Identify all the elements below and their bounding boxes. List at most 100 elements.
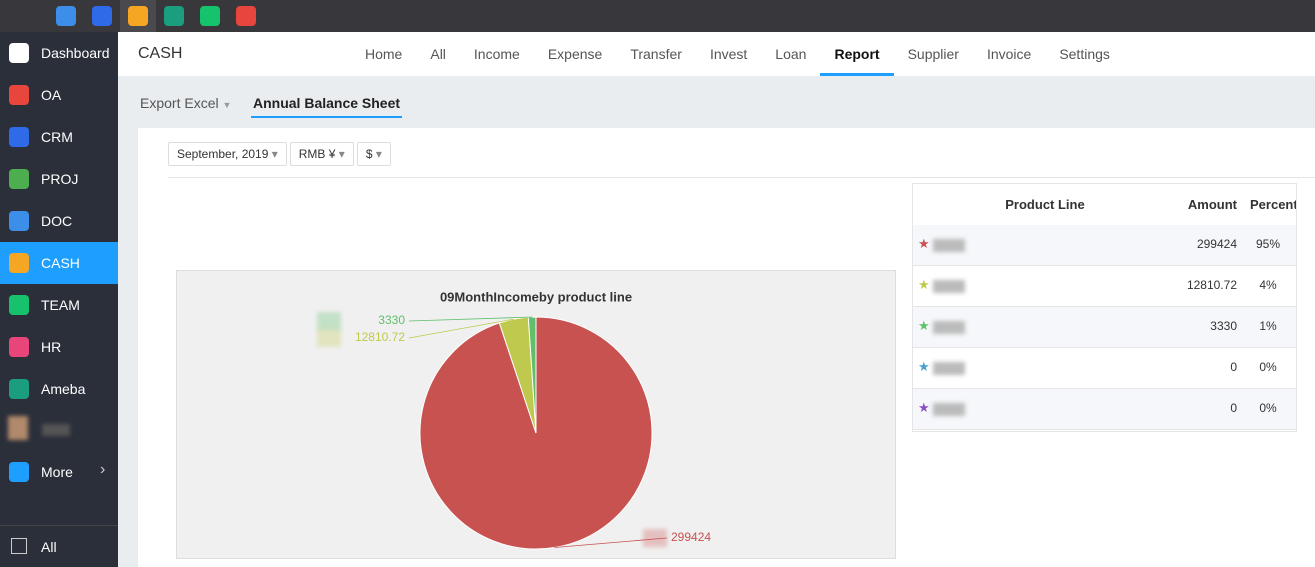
- nav-item[interactable]: Settings: [1059, 46, 1110, 62]
- sidebar-label: DOC: [41, 213, 73, 229]
- filter-label: $: [365, 147, 373, 161]
- sidebar-sep: [0, 525, 118, 526]
- sidebar-item[interactable]: HR: [0, 326, 118, 368]
- percent-cell: 4%: [1259, 278, 1277, 292]
- nav-item[interactable]: Loan: [775, 46, 807, 62]
- app-icon[interactable]: [56, 6, 76, 26]
- nav-item[interactable]: Home: [365, 46, 403, 62]
- sidebar-icon: [9, 379, 29, 399]
- sidebar-icon: [9, 295, 29, 315]
- sidebar-label: OA: [41, 87, 62, 103]
- amount-cell: 3330: [1210, 319, 1237, 333]
- sidebar-item[interactable]: Ameba: [0, 368, 118, 410]
- all-icon: [11, 538, 27, 554]
- header-cell: Percent: [1250, 197, 1297, 212]
- sidebar-item[interactable]: OA: [0, 74, 118, 116]
- sidebar-item[interactable]: Dashboard: [0, 32, 118, 74]
- filter-select[interactable]: RMB ¥ ▾: [289, 142, 354, 166]
- table: Product Line Amount Percent ★ 299424 95% ★ 1281…: [912, 183, 1297, 432]
- table-row: ★ 12810.72 4%: [913, 266, 1296, 307]
- sidebar-item[interactable]: DOC: [0, 200, 118, 242]
- sidebar-label: TEAM: [41, 297, 80, 313]
- label-line: [554, 537, 668, 548]
- filter-label: September, 2019: [177, 147, 269, 161]
- blurred-name: [317, 312, 341, 330]
- sidebar-all[interactable]: All: [0, 526, 118, 567]
- filter-select[interactable]: $ ▾: [356, 142, 391, 166]
- blurred-name: [933, 280, 965, 293]
- amount-cell: 299424: [1196, 237, 1237, 251]
- nav-item[interactable]: Invoice: [986, 46, 1032, 62]
- percent-cell: 0%: [1259, 360, 1277, 374]
- sidebar-item[interactable]: CRM: [0, 116, 118, 158]
- slice-label: 12810.72: [355, 330, 405, 344]
- filter-label: RMB ¥: [298, 147, 336, 161]
- sidebar-icon: [9, 211, 29, 231]
- header-cell: Amount: [1187, 197, 1237, 212]
- table-header: Product Line Amount Percent: [913, 184, 1296, 226]
- sidebar-label: Dashboard: [41, 45, 110, 61]
- blurred-name: [933, 239, 965, 252]
- tab-active[interactable]: Annual Balance Sheet: [251, 95, 403, 118]
- sidebar-item[interactable]: PROJ: [0, 158, 118, 200]
- table-row: ★ 299424 95%: [913, 225, 1296, 266]
- nav-item[interactable]: Expense: [547, 46, 603, 62]
- slice-label: 299424: [671, 530, 711, 544]
- blurred-name: [933, 403, 965, 416]
- sidebar-more[interactable]: More ›: [0, 451, 118, 493]
- sidebar-label: More: [41, 464, 73, 480]
- sidebar-label: All: [41, 539, 57, 555]
- export-menu[interactable]: Export Excel ▼: [140, 95, 232, 111]
- star: ★: [918, 277, 930, 292]
- amount-cell: 0: [1230, 360, 1237, 374]
- header-cell: Product Line: [1005, 197, 1085, 212]
- sidebar-label: CRM: [41, 129, 73, 145]
- sidebar-icon: [9, 85, 29, 105]
- app-icon[interactable]: [92, 6, 112, 26]
- sidebar-icon: [9, 43, 29, 63]
- sidebar-icon: [9, 253, 29, 273]
- sidebar-label: Ameba: [41, 381, 86, 397]
- nav-item[interactable]: Transfer: [630, 46, 682, 62]
- nav: Home All Income Expense Transfer Invest Loan Re…: [351, 32, 1124, 76]
- sidebar-label: CASH: [41, 255, 80, 271]
- table-row: ★ 0 0%: [913, 389, 1296, 430]
- chevron: ›: [100, 461, 106, 478]
- star: ★: [918, 236, 930, 251]
- sidebar-item[interactable]: TEAM: [0, 284, 118, 326]
- percent-cell: 0%: [1259, 401, 1277, 415]
- sidebar-icon: [9, 337, 29, 357]
- percent-cell: 95%: [1255, 237, 1281, 251]
- table-row: ★ 0 0%: [913, 348, 1296, 389]
- filters: September, 2019 ▾ RMB ¥ ▾ $ ▾: [168, 142, 391, 166]
- nav-item[interactable]: Supplier: [907, 46, 959, 62]
- blurred-name: [933, 362, 965, 375]
- nav-item[interactable]: All: [430, 46, 446, 62]
- star: ★: [918, 400, 930, 415]
- percent-cell: 1%: [1259, 319, 1277, 333]
- app-icon[interactable]: [236, 6, 256, 26]
- top-bar: [0, 0, 1315, 32]
- label-line: [408, 316, 533, 322]
- blurred-name: [643, 529, 667, 547]
- sidebar-label: HR: [41, 339, 62, 355]
- filter-select[interactable]: September, 2019 ▾: [168, 142, 287, 166]
- sidebar-item[interactable]: CASH: [0, 242, 118, 284]
- export-label: Export Excel: [140, 95, 219, 111]
- blurred-name: [42, 424, 70, 436]
- app-icon[interactable]: [128, 6, 148, 26]
- sidebar-label: PROJ: [41, 171, 79, 187]
- app-icon[interactable]: [164, 6, 184, 26]
- sidebar-icon: [9, 127, 29, 147]
- nav-item[interactable]: Report: [820, 32, 894, 76]
- blurred-name: [317, 329, 341, 347]
- nav-item[interactable]: Income: [473, 46, 520, 62]
- sidebar-icon: [9, 462, 29, 482]
- header: CASH Home All Income Expense Transfer Invest L…: [118, 32, 1315, 76]
- chart: 09MonthIncomeby product line 299424 12810…: [176, 270, 896, 559]
- nav-item[interactable]: Invest: [709, 46, 748, 62]
- label-line: [408, 318, 514, 339]
- app-icon[interactable]: [200, 6, 220, 26]
- chart-title: 09MonthIncomeby product line: [440, 289, 632, 304]
- sidebar: Dashboard OA CRM PROJ DOC CASH TEAM HR Ameba More…: [0, 32, 118, 567]
